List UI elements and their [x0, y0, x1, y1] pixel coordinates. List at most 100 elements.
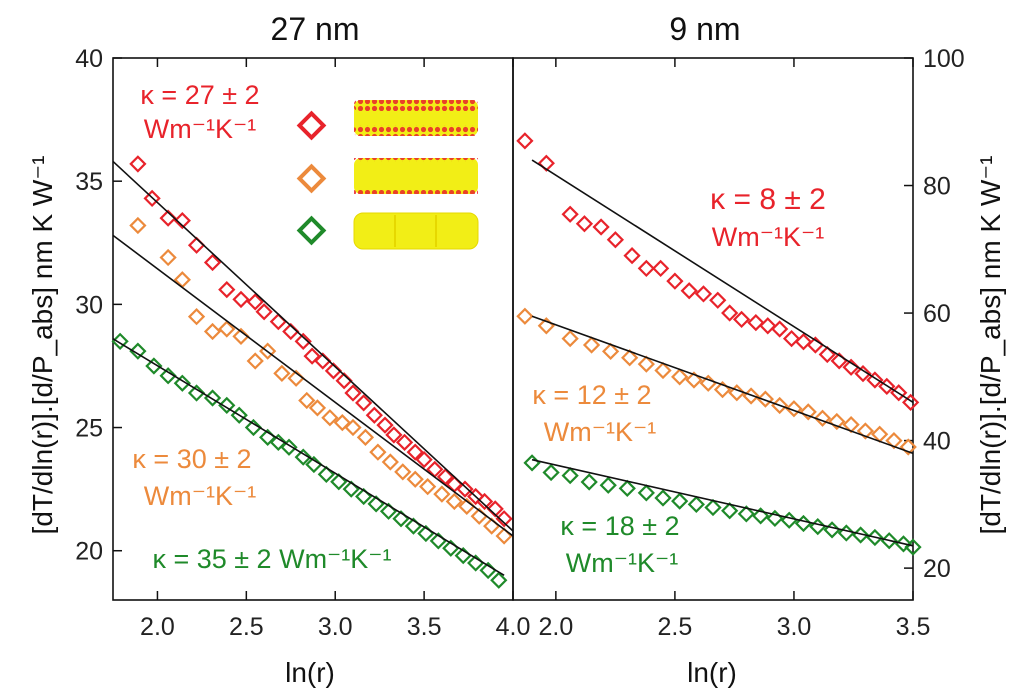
- right-green-data-point: [794, 514, 813, 533]
- right-green-data-point: [599, 476, 617, 494]
- left-green-data-point: [129, 342, 147, 360]
- left-orange-data-point: [129, 216, 147, 235]
- left-green-data-point: [342, 480, 360, 498]
- right-red-data-point: [721, 304, 739, 322]
- right-green-data-point: [721, 502, 739, 520]
- right-red-data-point: [747, 313, 765, 332]
- right-red-data-point: [516, 132, 534, 150]
- right-orange-data-point: [799, 403, 817, 421]
- right-y-axis-label: [dT/dln(r)].[d/P_abs] nm K W⁻¹: [975, 156, 1006, 535]
- right-red-data-point: [794, 333, 813, 351]
- right-red-data-point: [854, 365, 872, 383]
- right-x-tick-label: 3.0: [777, 613, 812, 641]
- right-orange-data-point: [699, 374, 717, 392]
- right-green-data-point: [580, 473, 598, 491]
- left-panel-plot: 2.0 2.5 3.0 3.5 4.0 20 25 30 35 40: [75, 45, 530, 641]
- orange-diamond-icon: [296, 163, 327, 194]
- right-y-tick-label: 20: [923, 555, 951, 583]
- right-green-data-point: [671, 492, 689, 510]
- right-orange-data-point: [842, 416, 860, 434]
- annotation-right-green-unit: Wm⁻¹K⁻¹: [566, 548, 678, 578]
- right-green-data-point: [542, 463, 560, 482]
- left-red-data-point: [436, 468, 455, 486]
- left-red-data-point: [269, 312, 287, 331]
- right-orange-data-point: [516, 307, 534, 325]
- right-orange-data-point: [654, 361, 672, 380]
- right-green-data-point: [851, 526, 870, 544]
- left-orange-fit-line: [112, 234, 514, 537]
- right-green-data-point: [687, 495, 705, 513]
- right-red-data-point: [575, 215, 594, 233]
- left-y-tick-label: 35: [75, 168, 103, 196]
- right-orange-data-point: [871, 425, 889, 443]
- left-orange-data-point: [203, 322, 222, 341]
- right-x-tick-label: 2.5: [658, 613, 693, 641]
- right-green-data-point: [780, 511, 798, 529]
- right-orange-data-point: [756, 390, 775, 408]
- right-orange-data-point: [885, 431, 903, 450]
- left-red-data-point: [495, 510, 513, 528]
- right-green-data-point: [866, 528, 884, 547]
- rod-with-two-shell-layers: [354, 100, 478, 136]
- left-green-data-point: [230, 406, 248, 424]
- panel-title-right: 9 nm: [669, 11, 740, 47]
- left-red-data-point: [255, 303, 273, 321]
- right-orange-data-point: [561, 329, 579, 348]
- right-red-data-point: [806, 336, 825, 354]
- green-diamond-icon: [296, 215, 327, 246]
- left-green-data-point: [173, 374, 191, 392]
- left-orange-data-point: [433, 485, 451, 503]
- left-red-data-point: [456, 480, 474, 498]
- left-red-data-point: [294, 332, 312, 350]
- left-red-data-point: [203, 253, 222, 272]
- right-orange-data-point: [671, 368, 689, 386]
- annotation-right-red-unit: Wm⁻¹K⁻¹: [712, 222, 824, 252]
- left-x-tick-label: 4.0: [496, 613, 531, 641]
- right-green-data-point: [737, 505, 755, 523]
- left-red-fit-line: [112, 160, 514, 532]
- right-y-tick-label: 80: [923, 173, 951, 201]
- left-orange-data-point: [273, 364, 291, 382]
- right-y-tick-label: 100: [923, 45, 965, 73]
- left-red-data-point: [385, 426, 403, 444]
- left-red-data-point: [415, 450, 433, 469]
- left-x-axis-label: ln(r): [285, 657, 335, 688]
- right-red-data-point: [561, 205, 579, 223]
- left-y-tick-label: 25: [75, 415, 103, 443]
- right-green-fit-line: [531, 458, 914, 547]
- left-orange-data-point: [394, 463, 412, 481]
- right-red-data-point: [651, 259, 670, 278]
- annotation-left-green-kappa: κ = 35 ± 2 Wm⁻¹K⁻¹: [152, 544, 391, 574]
- right-red-data-point: [771, 320, 789, 338]
- left-red-data-point: [355, 394, 373, 412]
- legend-inset: [296, 100, 479, 250]
- right-red-data-point: [537, 154, 555, 172]
- annotation-right-orange-unit: Wm⁻¹K⁻¹: [544, 417, 656, 447]
- left-red-data-point: [395, 433, 414, 451]
- right-red-data-point: [637, 259, 655, 278]
- right-green-data-point: [809, 518, 827, 536]
- bare-rod: [353, 212, 479, 250]
- right-orange-data-point: [742, 387, 760, 405]
- left-orange-data-point: [483, 517, 501, 535]
- left-orange-data-point: [344, 418, 362, 437]
- left-y-tick-label: 20: [75, 538, 103, 566]
- left-green-data-point: [159, 367, 177, 385]
- left-y-tick-label: 40: [75, 45, 103, 73]
- right-orange-data-point: [601, 342, 620, 360]
- left-green-data-point: [367, 495, 385, 513]
- left-x-tick-label: 3.5: [407, 613, 442, 641]
- annotation-left-red-kappa: κ = 27 ± 2: [140, 80, 259, 110]
- legend-row-green: [296, 212, 479, 250]
- right-green-data-point: [904, 538, 922, 556]
- annotation-left-orange-unit: Wm⁻¹K⁻¹: [144, 481, 256, 511]
- right-plot-frame: [512, 57, 914, 601]
- left-y-tick-label: 30: [75, 291, 103, 319]
- right-red-data-point: [623, 247, 641, 265]
- left-orange-data-point: [173, 271, 191, 289]
- right-green-data-point: [880, 532, 898, 550]
- right-green-data-point: [823, 521, 841, 539]
- annotation-left-red-unit: Wm⁻¹K⁻¹: [144, 114, 256, 144]
- right-green-data-point: [523, 454, 541, 472]
- left-red-data-point: [232, 290, 250, 309]
